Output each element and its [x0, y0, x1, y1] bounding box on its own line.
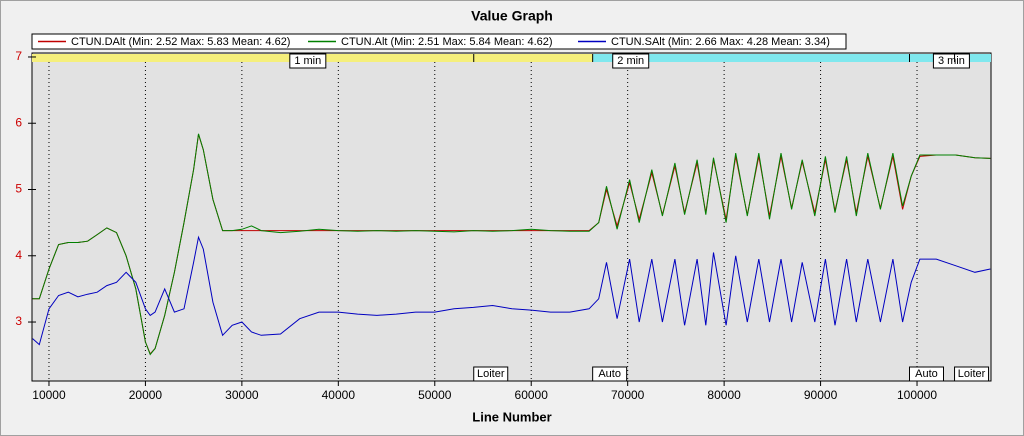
x-tick-label: 90000	[804, 388, 838, 402]
y-tick-label: 3	[15, 314, 22, 328]
x-tick-label: 30000	[225, 388, 259, 402]
time-mark-box	[289, 53, 327, 69]
y-tick-label: 6	[15, 115, 22, 129]
x-tick-label: 70000	[611, 388, 645, 402]
x-tick-label: 10000	[32, 388, 66, 402]
event-box	[908, 366, 944, 382]
event-box	[473, 366, 509, 382]
mode-band	[592, 54, 991, 62]
legend-label: CTUN.Alt (Min: 2.51 Max: 5.84 Mean: 4.62…	[341, 36, 553, 48]
event-box	[954, 366, 990, 382]
event-label: Loiter	[477, 368, 505, 380]
time-mark-box	[612, 53, 650, 69]
event-box	[592, 366, 628, 382]
series-line	[32, 235, 991, 346]
chart-title: Value Graph	[471, 8, 553, 24]
plot-area	[31, 52, 992, 382]
x-tick-label: 60000	[515, 388, 549, 402]
x-axis-label: Line Number	[472, 409, 551, 424]
x-tick-label: 40000	[322, 388, 356, 402]
time-mark-label: 1 min	[294, 55, 321, 67]
y-tick-label: 5	[15, 182, 22, 196]
x-tick-label: 100000	[897, 388, 937, 402]
legend-label: CTUN.SAlt (Min: 2.66 Max: 4.28 Mean: 3.3…	[611, 36, 830, 48]
time-mark-box	[932, 53, 970, 69]
event-label: Auto	[598, 368, 621, 380]
x-tick-label: 20000	[129, 388, 163, 402]
event-label: Loiter	[958, 368, 986, 380]
time-mark-label: 2 min	[617, 55, 644, 67]
event-label: Auto	[915, 368, 938, 380]
y-tick-label: 7	[15, 49, 22, 63]
legend-label: CTUN.DAlt (Min: 2.52 Max: 5.83 Mean: 4.6…	[71, 36, 290, 48]
x-tick-label: 80000	[707, 388, 741, 402]
time-mark-label: 3 min	[938, 55, 965, 67]
x-tick-label: 50000	[418, 388, 452, 402]
legend	[31, 33, 847, 50]
y-tick-label: 4	[15, 248, 22, 262]
series-line	[32, 133, 991, 356]
